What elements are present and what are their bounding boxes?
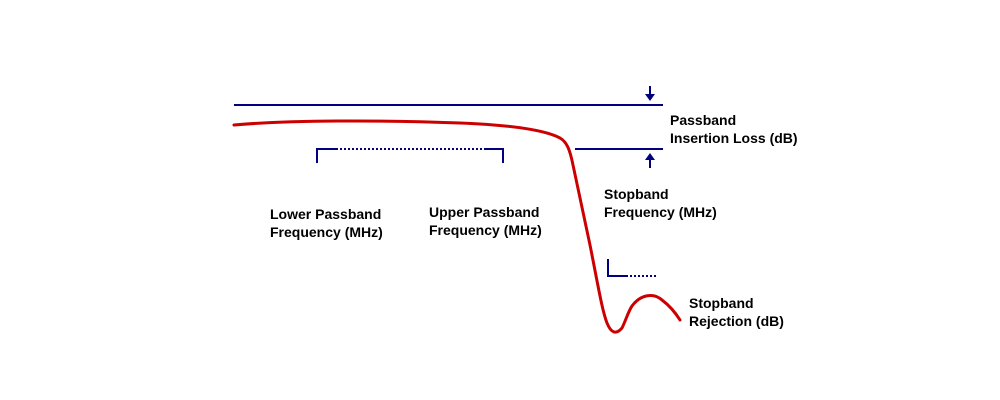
stopband-frequency-label: Stopband Frequency (MHz) [604, 186, 717, 220]
passband-frequency-bracket [316, 148, 504, 163]
filter-response-curve [232, 119, 682, 334]
lower-passband-frequency-label: Lower Passband Frequency (MHz) [270, 206, 385, 240]
upper-passband-frequency-label: Upper Passband Frequency (MHz) [429, 204, 543, 238]
passband-insertion-loss-label: Passband Insertion Loss (dB) [670, 112, 798, 146]
arrow-down-icon [645, 86, 655, 101]
stopband-frequency-bracket [607, 259, 658, 277]
stopband-rejection-label: Stopband Rejection (dB) [689, 295, 784, 329]
arrow-up-icon [645, 153, 655, 168]
